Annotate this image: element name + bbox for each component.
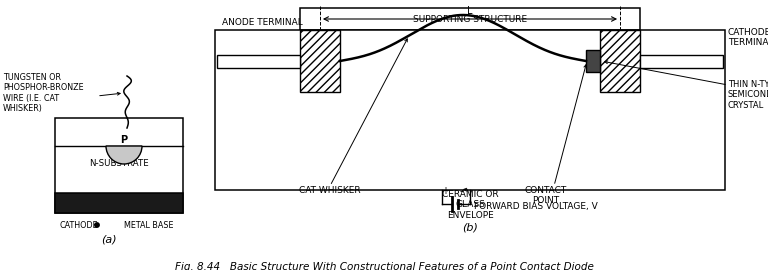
Text: CONTACT
POINT: CONTACT POINT <box>525 186 567 205</box>
Text: METAL BASE: METAL BASE <box>124 221 174 230</box>
Bar <box>586 50 600 72</box>
Bar <box>215 30 725 190</box>
Bar <box>217 55 300 68</box>
Text: ANODE TERMINAL: ANODE TERMINAL <box>222 18 303 27</box>
Text: L: L <box>467 6 473 16</box>
Bar <box>300 30 340 92</box>
Bar <box>55 193 183 213</box>
Bar <box>640 55 723 68</box>
Text: P: P <box>121 135 127 145</box>
Text: CATHODE: CATHODE <box>59 221 98 230</box>
Text: N-SUBSTRATE: N-SUBSTRATE <box>89 159 149 168</box>
Wedge shape <box>106 146 142 164</box>
Text: CERAMIC OR
GLASS
ENVELOPE: CERAMIC OR GLASS ENVELOPE <box>442 190 498 220</box>
Text: SUPPORTING STRUCTURE: SUPPORTING STRUCTURE <box>413 15 527 23</box>
Text: (b): (b) <box>462 222 478 232</box>
Text: +: + <box>441 186 449 196</box>
Bar <box>300 8 640 30</box>
Text: CATHODE
TERMINAL: CATHODE TERMINAL <box>728 28 768 48</box>
Text: THIN N-TYPE
SEMICONDUCTOR
CRYSTAL: THIN N-TYPE SEMICONDUCTOR CRYSTAL <box>728 80 768 110</box>
Text: CAT WHISKER: CAT WHISKER <box>300 186 361 195</box>
Text: -: - <box>459 186 463 196</box>
Text: (a): (a) <box>101 235 117 245</box>
Text: Fig. 8.44   Basic Structure With Constructional Features of a Point Contact Diod: Fig. 8.44 Basic Structure With Construct… <box>174 262 594 270</box>
Text: TUNGSTEN OR
PHOSPHOR-BRONZE
WIRE (I.E. CAT
WHISKER): TUNGSTEN OR PHOSPHOR-BRONZE WIRE (I.E. C… <box>3 73 84 113</box>
Text: FORWARD BIAS VOLTAGE, V: FORWARD BIAS VOLTAGE, V <box>474 201 598 211</box>
Circle shape <box>94 223 99 227</box>
Bar <box>55 118 183 213</box>
Bar <box>600 30 640 92</box>
